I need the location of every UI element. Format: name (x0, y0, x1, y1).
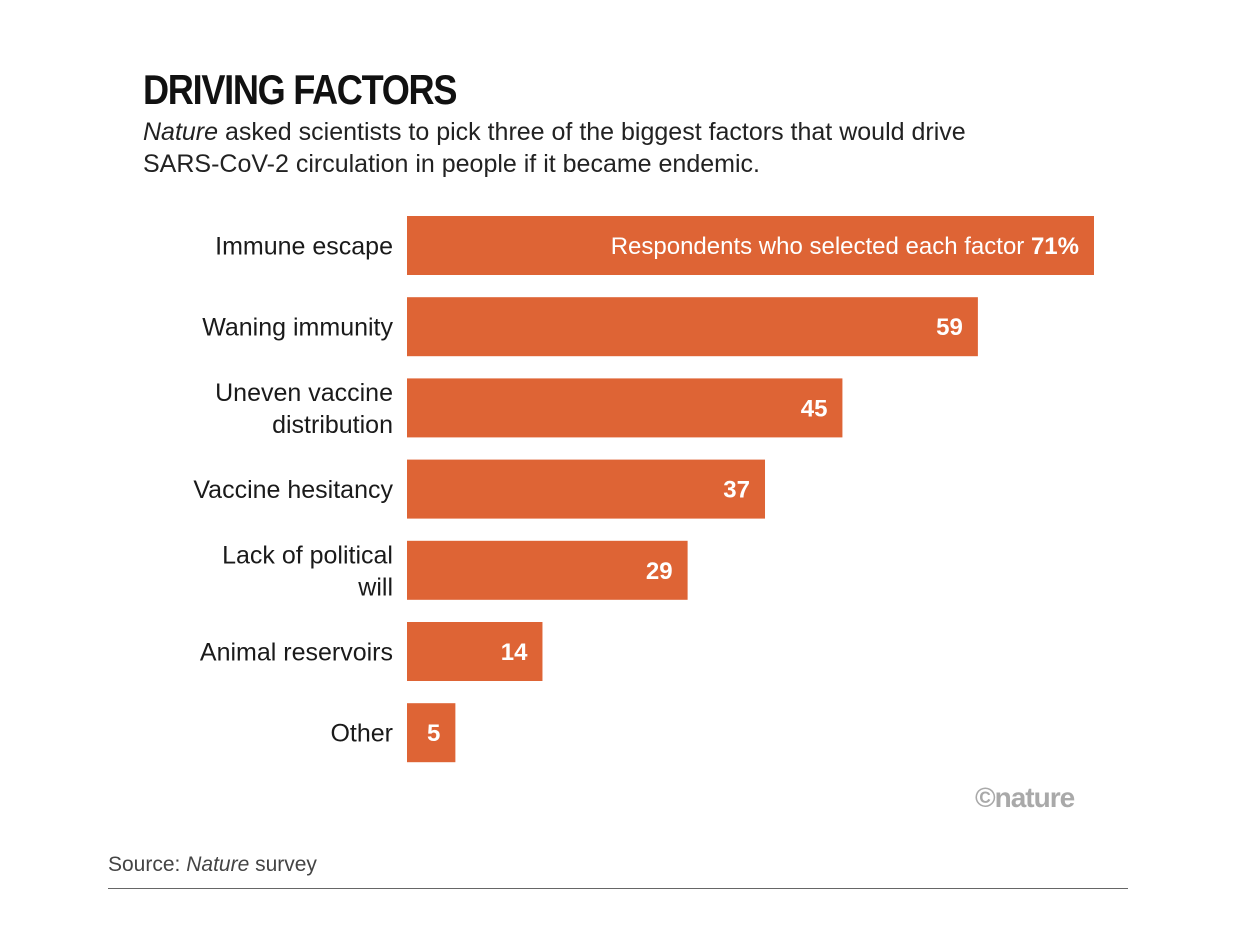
value-label-waning-immunity: 59 (936, 314, 963, 341)
bar-lack-of-political-will (407, 540, 688, 600)
category-label-line: Vaccine hesitancy (193, 476, 393, 504)
bar-immune-escape (407, 216, 1094, 275)
category-label-immune-escape: Immune escape (215, 233, 393, 261)
value-label-vaccine-hesitancy: 37 (723, 477, 750, 504)
value-label-uneven-vaccine-distribution: 45 (801, 395, 828, 422)
bar-other (407, 703, 456, 763)
bar-animal-reservoirs (407, 622, 543, 681)
chart-subtitle: Nature asked scientists to pick three of… (143, 116, 1043, 180)
category-label-line: Animal reservoirs (200, 639, 393, 667)
nature-credit-logo: ©nature (975, 782, 1075, 813)
bar-vaccine-hesitancy (407, 459, 766, 519)
bottom-divider (108, 888, 1128, 889)
value-label-immune-escape: Respondents who selected each factor 71% (611, 233, 1079, 260)
value-label-other: 5 (427, 720, 440, 747)
category-label-line: will (357, 573, 393, 601)
value-label-animal-reservoirs: 14 (501, 639, 528, 666)
bar-uneven-vaccine-distribution (407, 378, 843, 438)
value-text: 71% (1031, 233, 1079, 260)
category-label-line: Immune escape (215, 233, 393, 261)
category-label-line: distribution (272, 411, 393, 439)
category-label-line: Uneven vaccine (215, 379, 393, 407)
category-label-uneven-vaccine-distribution: Uneven vaccine distribution (215, 379, 393, 439)
category-label-waning-immunity: Waning immunity (202, 314, 393, 342)
category-label-vaccine-hesitancy: Vaccine hesitancy (193, 476, 393, 504)
subtitle-lead: Nature (143, 118, 219, 146)
source-note: Source: Nature survey (108, 853, 317, 877)
bars-group: Respondents who selected each factor 71%… (407, 216, 1094, 763)
category-label-line: Other (330, 720, 393, 748)
category-label-animal-reservoirs: Animal reservoirs (200, 639, 393, 667)
bar-chart: Respondents who selected each factor 71%… (193, 216, 1094, 763)
bar-waning-immunity (407, 297, 978, 357)
source-name: Nature (186, 853, 250, 876)
category-labels-group: Immune escape Waning immunity Uneven vacci… (193, 233, 393, 748)
source-suffix: survey (249, 853, 317, 876)
chart-title: DRIVING FACTORS (143, 66, 457, 113)
source-prefix: Source: (108, 853, 187, 876)
category-label-other: Other (330, 720, 393, 748)
category-label-line: Lack of political (222, 541, 393, 569)
series-label: Respondents who selected each factor (611, 233, 1031, 260)
value-label-lack-of-political-will: 29 (646, 558, 673, 585)
category-label-line: Waning immunity (202, 314, 393, 342)
category-label-lack-of-political-will: Lack of political will (222, 541, 393, 601)
subtitle-rest: asked scientists to pick three of the bi… (143, 118, 966, 178)
